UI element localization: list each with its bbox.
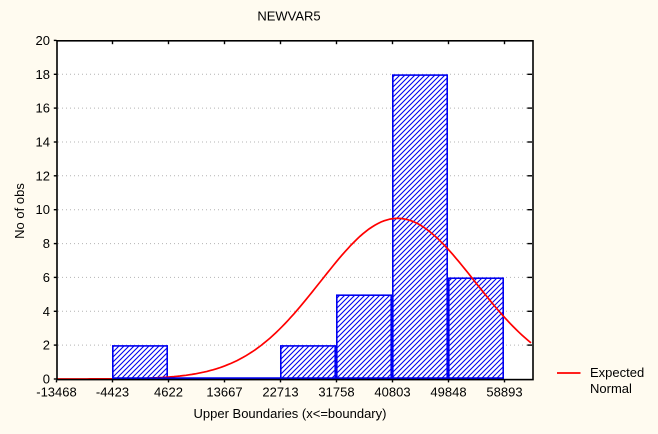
svg-text:Expected: Expected <box>590 365 644 380</box>
svg-text:16: 16 <box>36 101 50 116</box>
svg-text:Upper Boundaries (x<=boundary): Upper Boundaries (x<=boundary) <box>194 406 387 421</box>
svg-text:40803: 40803 <box>374 385 410 400</box>
svg-text:22713: 22713 <box>262 385 298 400</box>
svg-text:20: 20 <box>36 33 50 48</box>
svg-text:-13468: -13468 <box>36 385 76 400</box>
svg-text:58893: 58893 <box>486 385 522 400</box>
svg-text:-4423: -4423 <box>96 385 129 400</box>
svg-text:Normal: Normal <box>590 381 632 396</box>
svg-text:8: 8 <box>43 236 50 251</box>
svg-text:13667: 13667 <box>206 385 242 400</box>
svg-text:10: 10 <box>36 202 50 217</box>
svg-text:0: 0 <box>43 372 50 387</box>
svg-text:4: 4 <box>43 304 50 319</box>
svg-text:31758: 31758 <box>318 385 354 400</box>
svg-text:No of obs: No of obs <box>12 183 27 239</box>
svg-text:12: 12 <box>36 168 50 183</box>
svg-text:6: 6 <box>43 270 50 285</box>
svg-text:NEWVAR5: NEWVAR5 <box>257 9 320 24</box>
svg-text:4622: 4622 <box>154 385 183 400</box>
svg-text:2: 2 <box>43 338 50 353</box>
svg-text:18: 18 <box>36 67 50 82</box>
svg-text:14: 14 <box>36 135 50 150</box>
svg-text:49848: 49848 <box>430 385 466 400</box>
